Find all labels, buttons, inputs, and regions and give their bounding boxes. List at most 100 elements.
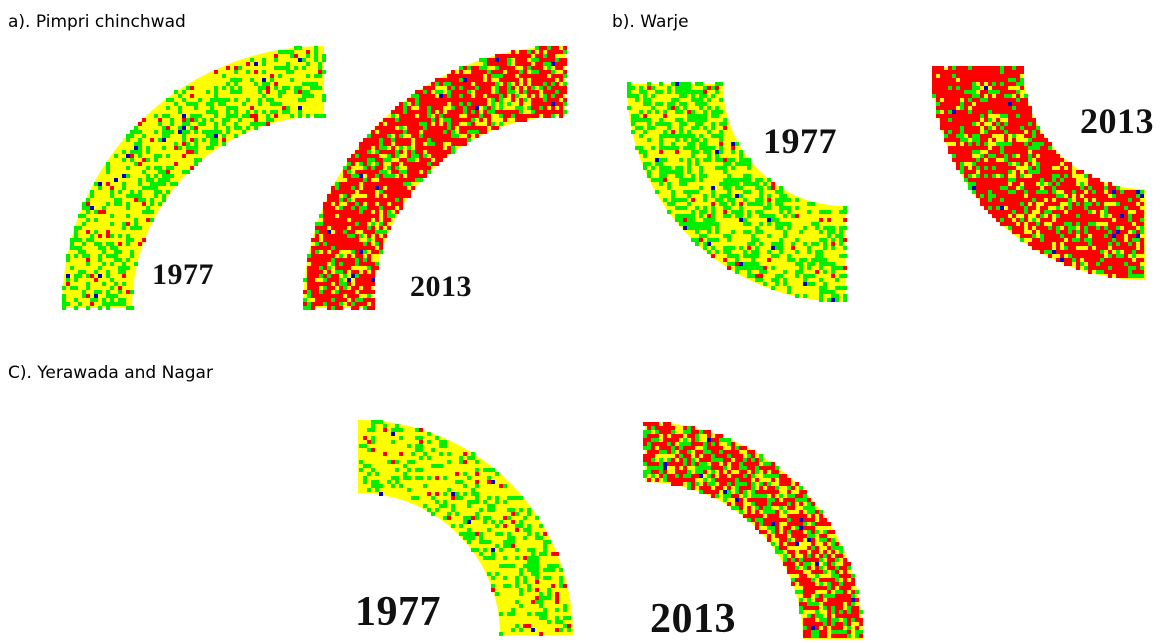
landcover-cell	[339, 238, 343, 242]
landcover-cell	[667, 478, 671, 482]
landcover-cell	[964, 154, 968, 158]
landcover-cell	[799, 550, 803, 554]
landcover-cell	[727, 182, 731, 186]
landcover-cell	[166, 174, 170, 178]
landcover-cell	[807, 558, 811, 562]
landcover-cell	[703, 210, 707, 214]
landcover-cell	[823, 282, 827, 286]
landcover-cell	[451, 134, 455, 138]
landcover-cell	[190, 150, 194, 154]
landcover-cell	[230, 86, 234, 90]
landcover-cell	[699, 186, 703, 190]
landcover-cell	[286, 86, 290, 90]
landcover-cell	[651, 178, 655, 182]
landcover-cell	[551, 70, 555, 74]
landcover-cell	[940, 94, 944, 98]
landcover-cell	[467, 130, 471, 134]
landcover-cell	[455, 110, 459, 114]
landcover-cell	[447, 122, 451, 126]
landcover-cell	[507, 544, 511, 548]
landcover-cell	[791, 570, 795, 574]
landcover-cell	[367, 290, 371, 294]
landcover-cell	[964, 86, 968, 90]
landcover-cell	[944, 102, 948, 106]
landcover-cell	[647, 82, 651, 86]
landcover-cell	[948, 90, 952, 94]
landcover-cell	[835, 590, 839, 594]
landcover-cell	[807, 250, 811, 254]
landcover-cell	[759, 202, 763, 206]
landcover-cell	[1128, 238, 1132, 242]
landcover-cell	[992, 122, 996, 126]
landcover-cell	[1036, 142, 1040, 146]
landcover-cell	[1000, 86, 1004, 90]
landcover-cell	[815, 546, 819, 550]
landcover-cell	[988, 130, 992, 134]
landcover-cell	[1068, 246, 1072, 250]
landcover-cell	[467, 528, 471, 532]
landcover-cell	[1020, 86, 1024, 90]
landcover-cell	[1132, 206, 1136, 210]
landcover-cell	[359, 226, 363, 230]
landcover-cell	[831, 242, 835, 246]
landcover-cell	[331, 226, 335, 230]
landcover-cell	[1076, 194, 1080, 198]
landcover-cell	[423, 154, 427, 158]
landcover-cell	[1092, 262, 1096, 266]
landcover-cell	[976, 114, 980, 118]
landcover-cell	[996, 70, 1000, 74]
landcover-cell	[1072, 258, 1076, 262]
landcover-cell	[767, 486, 771, 490]
landcover-cell	[655, 422, 659, 426]
landcover-cell	[759, 486, 763, 490]
landcover-cell	[443, 154, 447, 158]
landcover-cell	[114, 302, 118, 306]
landcover-cell	[1004, 110, 1008, 114]
landcover-cell	[503, 54, 507, 58]
landcover-cell	[988, 178, 992, 182]
landcover-cell	[371, 480, 375, 484]
landcover-cell	[351, 154, 355, 158]
landcover-cell	[791, 498, 795, 502]
landcover-cell	[106, 166, 110, 170]
landcover-cell	[679, 482, 683, 486]
landcover-cell	[1032, 182, 1036, 186]
landcover-cell	[815, 558, 819, 562]
landcover-cell	[339, 242, 343, 246]
landcover-cell	[543, 62, 547, 66]
landcover-cell	[723, 202, 727, 206]
landcover-cell	[1064, 250, 1068, 254]
landcover-cell	[475, 78, 479, 82]
landcover-cell	[675, 198, 679, 202]
landcover-cell	[815, 626, 819, 630]
landcover-cell	[771, 466, 775, 470]
landcover-cell	[543, 46, 547, 50]
landcover-cell	[122, 302, 126, 306]
landcover-cell	[795, 198, 799, 202]
landcover-cell	[495, 62, 499, 66]
landcover-cell	[1012, 110, 1016, 114]
landcover-cell	[944, 90, 948, 94]
landcover-cell	[1120, 238, 1124, 242]
landcover-cell	[355, 234, 359, 238]
landcover-cell	[695, 466, 699, 470]
landcover-cell	[214, 114, 218, 118]
landcover-cell	[186, 122, 190, 126]
landcover-cell	[747, 458, 751, 462]
landcover-cell	[403, 106, 407, 110]
landcover-cell	[319, 262, 323, 266]
landcover-cell	[254, 122, 258, 126]
landcover-cell	[114, 250, 118, 254]
landcover-cell	[363, 190, 367, 194]
landcover-cell	[695, 150, 699, 154]
landcover-cell	[831, 634, 835, 638]
landcover-cell	[723, 454, 727, 458]
landcover-cell	[511, 50, 515, 54]
landcover-cell	[823, 618, 827, 622]
landcover-cell	[395, 166, 399, 170]
landcover-cell	[819, 218, 823, 222]
landcover-cell	[703, 466, 707, 470]
landcover-cell	[831, 546, 835, 550]
landcover-cell	[1100, 258, 1104, 262]
landcover-cell	[98, 234, 102, 238]
